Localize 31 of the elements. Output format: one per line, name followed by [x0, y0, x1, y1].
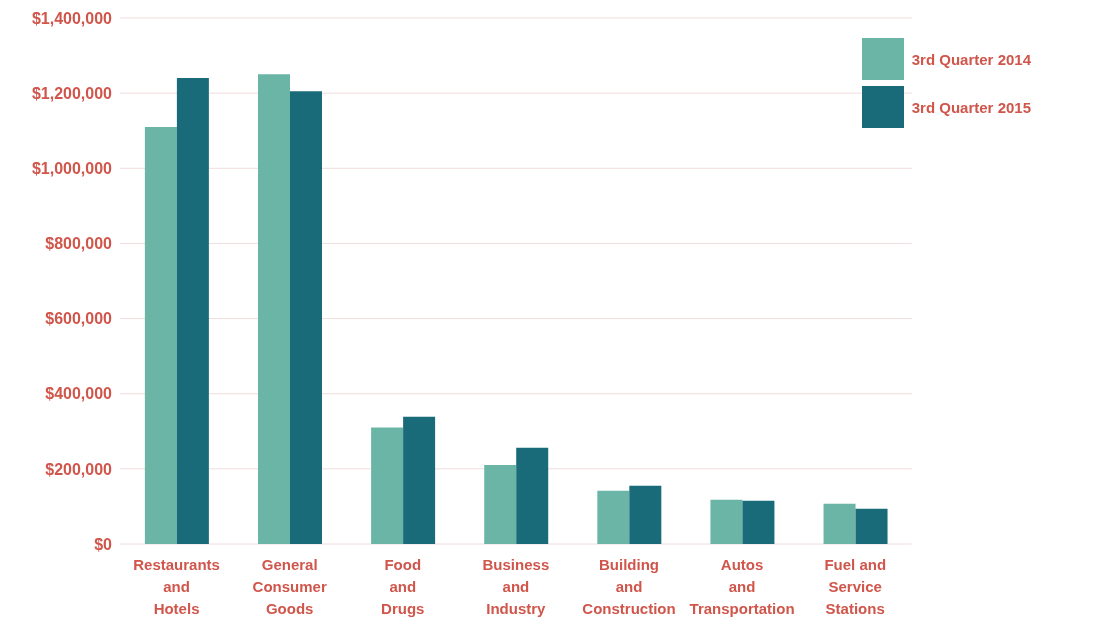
y-tick-label: $1,200,000	[31, 84, 113, 102]
bar	[710, 499, 743, 544]
bar	[597, 490, 630, 544]
x-tick-label: General Consumer Goods	[252, 556, 327, 617]
bar	[257, 74, 290, 544]
y-tick-label: $400,000	[45, 385, 113, 403]
y-tick-label: $200,000	[45, 460, 113, 478]
bar	[144, 126, 177, 544]
bar	[629, 485, 662, 544]
x-tick-label: Business and Industry	[482, 556, 550, 617]
x-tick-label: Fuel and Service Stations	[824, 556, 887, 617]
x-tick-label: Restaurants and Hotels	[133, 556, 220, 617]
bar	[176, 78, 209, 544]
bar	[371, 427, 404, 544]
text: 3rd Quarter 2014	[911, 50, 1031, 68]
y-tick-label: $0	[94, 535, 113, 553]
x-tick-label: Building and Construction	[582, 556, 676, 617]
bar	[742, 500, 775, 544]
y-tick-label: $600,000	[45, 310, 113, 328]
bar	[484, 465, 517, 544]
x-tick-label: Autos and Transportation	[689, 556, 795, 617]
bar	[516, 447, 549, 544]
bar	[823, 503, 856, 544]
bar	[855, 508, 888, 544]
text: 3rd Quarter 2015	[911, 98, 1031, 116]
x-tick-label: Food and Drugs	[381, 556, 425, 617]
y-tick-label: $800,000	[45, 235, 113, 253]
bar	[403, 416, 436, 544]
y-tick-label: $1,400,000	[31, 9, 113, 27]
y-tick-label: $1,000,000	[31, 159, 113, 177]
bar	[289, 91, 322, 544]
